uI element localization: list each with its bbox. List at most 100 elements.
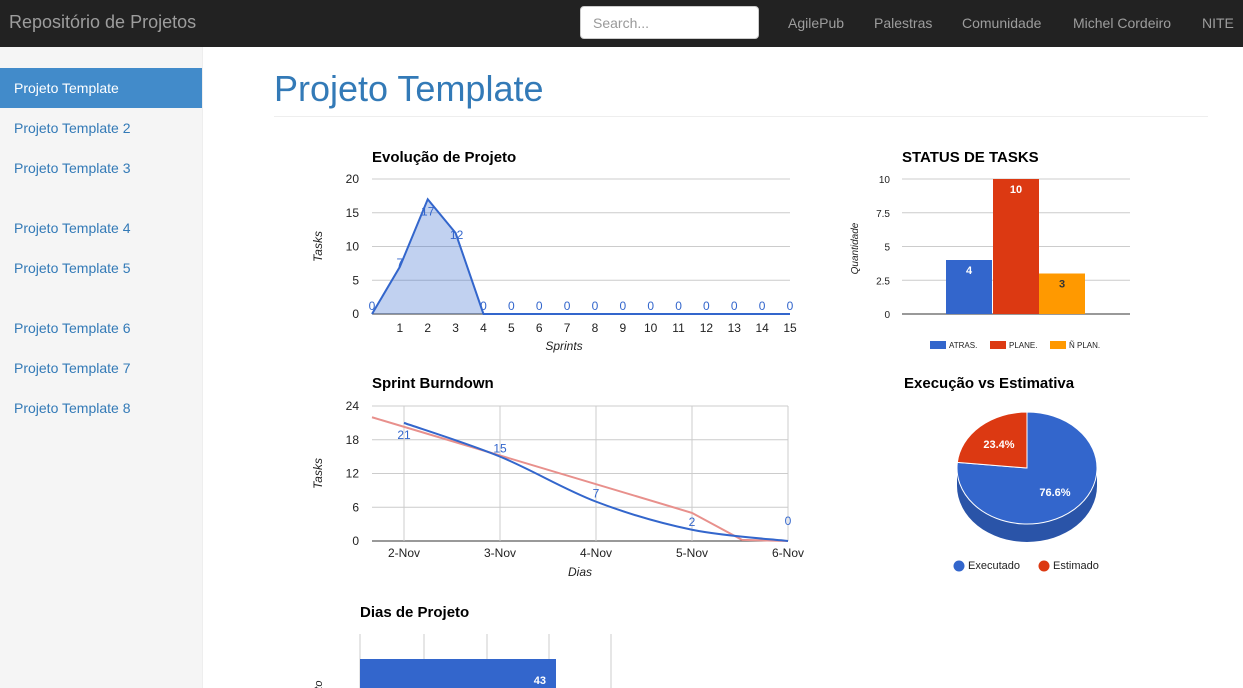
evolucao-x-tick: 1 [397, 321, 404, 335]
burndown-ideal-line [371, 416, 789, 542]
sidebar-item-projeto-template-7[interactable]: Projeto Template 7 [14, 360, 131, 376]
chart-title-dias-projeto: Dias de Projeto [360, 604, 470, 621]
chart-title-evolucao: Evolução de Projeto [372, 149, 517, 166]
burndown-x-tick: 2-Nov [388, 546, 420, 560]
evolucao-x-tick: 8 [592, 321, 599, 335]
sidebar: Projeto Template Projeto Template 2 Proj… [0, 47, 203, 688]
sidebar-item-projeto-template-8[interactable]: Projeto Template 8 [14, 400, 131, 416]
nav-link-comunidade[interactable]: Comunidade [962, 15, 1042, 31]
nav-link-palestras[interactable]: Palestras [874, 15, 933, 31]
status-y-tick: 5 [884, 243, 890, 254]
pie-legend-swatch [953, 560, 965, 572]
burndown-x-tick: 3-Nov [484, 546, 516, 560]
evolucao-y-tick: 5 [352, 273, 359, 287]
burndown-y-tick: 6 [352, 500, 359, 514]
status-legend-label: Ñ PLAN. [1069, 341, 1100, 350]
status-y-axis-label: Quantidade [850, 222, 861, 274]
burndown-x-tick: 5-Nov [676, 546, 708, 560]
burndown-y-tick: 24 [346, 399, 360, 413]
pie-slice-estimado [956, 411, 1028, 469]
evolucao-x-tick: 15 [783, 321, 797, 335]
sidebar-item-projeto-template[interactable]: Projeto Template [0, 68, 202, 108]
burndown-y-tick: 12 [346, 467, 360, 481]
status-legend-label: ATRAS. [949, 341, 977, 350]
nav-link-agilepub[interactable]: AgilePub [788, 15, 845, 31]
sidebar-item-projeto-template-5[interactable]: Projeto Template 5 [14, 260, 131, 276]
evolucao-x-tick: 11 [672, 321, 685, 335]
status-y-tick: 10 [879, 175, 891, 186]
evolucao-y-tick: 20 [346, 172, 360, 186]
burndown-y-tick: 18 [346, 433, 360, 447]
sidebar-item-projeto-template-6[interactable]: Projeto Template 6 [14, 320, 131, 336]
evolucao-x-tick: 3 [452, 321, 459, 335]
nav-link-user[interactable]: Michel Cordeiro [1073, 15, 1172, 31]
status-y-tick: 0 [884, 310, 890, 321]
evolucao-data-label: 7 [397, 256, 404, 270]
status-y-tick: 7.5 [876, 209, 890, 220]
evolucao-data-label: 12 [450, 228, 464, 242]
evolucao-y-tick: 0 [352, 307, 359, 321]
status-bar-value-label: 4 [966, 265, 973, 277]
sidebar-item-projeto-template-3[interactable]: Projeto Template 3 [14, 160, 131, 176]
burndown-data-label: 0 [785, 514, 792, 528]
status-legend-label: PLANE. [1009, 341, 1037, 350]
nav-link-nite[interactable]: NITE [1202, 15, 1234, 31]
evolucao-x-tick: 9 [619, 321, 626, 335]
evolucao-data-label: 0 [369, 299, 376, 313]
evolucao-y-tick: 15 [346, 206, 360, 220]
burndown-data-label: 7 [593, 487, 600, 501]
pie-depth-executado [957, 468, 1097, 542]
pie-legend-label: Executado [968, 560, 1020, 572]
evolucao-y-tick: 10 [346, 240, 360, 254]
status-legend-swatch [990, 341, 1006, 349]
evolucao-data-label: 0 [675, 299, 682, 313]
evolucao-data-label: 0 [619, 299, 626, 313]
status-legend-swatch [1050, 341, 1066, 349]
dias-bar [360, 659, 556, 688]
burndown-data-label: 21 [397, 428, 411, 442]
dias-bar-value-label: 43 [534, 675, 546, 687]
top-navbar: Repositório de Projetos AgilePub Palestr… [0, 0, 1243, 47]
sidebar-item-projeto-template-2[interactable]: Projeto Template 2 [14, 120, 131, 136]
status-bar-value-label: 10 [1010, 184, 1022, 196]
pie-label-executado: 76.6% [1039, 487, 1070, 499]
chart-title-execucao-estimativa: Execução vs Estimativa [904, 375, 1075, 392]
dias-y-axis-label: Projeto [313, 681, 325, 688]
evolucao-series-line [371, 197, 790, 315]
evolucao-x-tick: 14 [755, 321, 769, 335]
evolucao-y-axis-label: Tasks [311, 231, 325, 262]
evolucao-data-label: 17 [421, 204, 435, 218]
evolucao-data-label: 0 [592, 299, 599, 313]
evolucao-area-fill [372, 199, 790, 314]
evolucao-x-tick: 2 [424, 321, 431, 335]
chart-title-status-tasks: STATUS DE TASKS [902, 149, 1039, 166]
evolucao-x-tick: 4 [480, 321, 487, 335]
brand-link[interactable]: Repositório de Projetos [9, 12, 197, 32]
burndown-x-axis-label: Dias [568, 565, 592, 579]
burndown-y-axis-label: Tasks [311, 458, 325, 489]
status-legend-swatch [930, 341, 946, 349]
status-bar-3 [1039, 273, 1085, 314]
sidebar-item-projeto-template-4[interactable]: Projeto Template 4 [14, 220, 131, 236]
evolucao-x-tick: 13 [728, 321, 742, 335]
evolucao-data-label: 0 [564, 299, 571, 313]
burndown-y-tick: 0 [352, 534, 359, 548]
page-title: Projeto Template [274, 68, 544, 109]
chart-title-sprint-burndown: Sprint Burndown [372, 375, 494, 392]
status-bar-2 [993, 179, 1039, 314]
evolucao-x-tick: 6 [536, 321, 543, 335]
pie-legend-label: Estimado [1053, 560, 1099, 572]
evolucao-x-tick: 5 [508, 321, 515, 335]
evolucao-data-label: 0 [536, 299, 543, 313]
pie-label-estimado: 23.4% [983, 439, 1014, 451]
burndown-data-label: 15 [493, 442, 507, 456]
pie-slice-executado [956, 411, 1098, 525]
evolucao-data-label: 0 [480, 299, 487, 313]
status-y-tick: 2.5 [876, 276, 890, 287]
evolucao-data-label: 0 [787, 299, 794, 313]
search-input[interactable] [580, 6, 759, 39]
pie-legend-swatch [1038, 560, 1050, 572]
burndown-x-tick: 4-Nov [580, 546, 612, 560]
evolucao-data-label: 0 [508, 299, 515, 313]
